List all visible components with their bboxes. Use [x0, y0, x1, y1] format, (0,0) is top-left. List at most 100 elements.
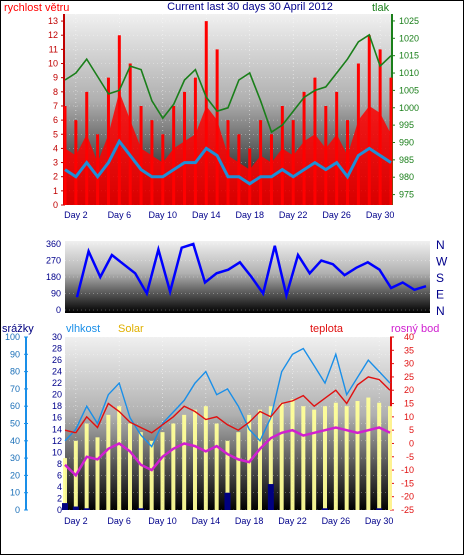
humidity-tick-label: 12 [52, 436, 62, 446]
humidity-tick-label: 30 [52, 332, 62, 342]
panel1-x-tick-label: Day 18 [235, 210, 264, 220]
rain-tick-label: 40 [10, 436, 20, 446]
humidity-tick-label: 10 [52, 447, 62, 457]
pressure-axis-label: tlak [372, 2, 390, 14]
wind-tick-label: 1 [53, 186, 58, 196]
humidity-tick-label: 26 [52, 355, 62, 365]
pressure-tick-label: 985 [399, 155, 414, 165]
compass-tick-label: N [436, 304, 445, 318]
wind-tick-label: 7 [53, 101, 58, 111]
wind-tick-label: 8 [53, 87, 58, 97]
rain-bar [83, 508, 90, 510]
solar-bar [95, 437, 100, 510]
pressure-tick-label: 1000 [399, 103, 419, 113]
humidity-tick-label: 22 [52, 378, 62, 388]
direction-tick-label: 180 [46, 272, 61, 282]
temp-tick-label: 40 [404, 332, 414, 342]
panel1-x-tick-label: Day 2 [64, 210, 88, 220]
rain-bar [322, 508, 328, 510]
solar-bar [290, 399, 295, 510]
rain-tick-label: 20 [10, 470, 20, 480]
rain-tick-label: 80 [10, 367, 20, 377]
rain-tick-label: 10 [10, 488, 20, 498]
compass-tick-label: E [436, 288, 444, 302]
panel1-x-tick-label: Day 14 [192, 210, 221, 220]
temp-tick-label: -20 [401, 492, 414, 502]
panel3-x-tick-label: Day 2 [64, 516, 88, 526]
compass-tick-label: W [436, 255, 448, 269]
rain-tick-label: 70 [10, 384, 20, 394]
temp-tick-label: 0 [409, 438, 414, 448]
solar-bar [171, 423, 176, 510]
solar-bar [182, 414, 187, 510]
solar-bar [214, 423, 219, 510]
temp-tick-label: -10 [401, 465, 414, 475]
temp-tick-label: 10 [404, 412, 414, 422]
compass-tick-label: S [436, 271, 444, 285]
solar-bar [301, 406, 306, 510]
direction-tick-label: 360 [46, 239, 61, 249]
humidity-axis-label: vlhkost [66, 323, 100, 335]
humidity-tick-label: 28 [52, 344, 62, 354]
wind-tick-label: 10 [48, 59, 58, 69]
pressure-tick-label: 990 [399, 137, 414, 147]
rain-bar [267, 484, 274, 510]
rain-tick-label: 30 [10, 453, 20, 463]
solar-bar [149, 440, 154, 510]
solar-bar [312, 409, 317, 510]
solar-bar [63, 458, 67, 510]
humidity-tick-label: 20 [52, 390, 62, 400]
temperature-axis-label: teplota [310, 323, 344, 335]
rain-tick-label: 0 [15, 505, 20, 515]
solar-axis-label: Solar [118, 323, 144, 335]
dewpoint-line [64, 426, 391, 478]
dewpoint-axis-label: rosný bod [391, 323, 439, 335]
wind-tick-label: 3 [53, 158, 58, 168]
wind-speed-area [65, 91, 391, 205]
humidity-tick-label: 24 [52, 367, 62, 377]
solar-bar [203, 406, 208, 510]
direction-tick-label: 270 [46, 256, 61, 266]
rain-tick-label: 50 [10, 419, 20, 429]
humidity-tick-label: 0 [57, 505, 62, 515]
panel1-x-tick-label: Day 26 [322, 210, 351, 220]
temp-tick-label: 25 [404, 372, 414, 382]
direction-tick-label: 0 [56, 305, 61, 315]
pressure-tick-label: 1025 [399, 16, 419, 26]
temperature-line [64, 376, 391, 434]
wind-tick-label: 13 [48, 16, 58, 26]
solar-bar [117, 406, 122, 510]
temp-tick-label: -15 [401, 478, 414, 488]
solar-bar [225, 440, 230, 510]
rain-axis-label: srážky [2, 323, 34, 335]
chart-title: Current last 30 days 30 April 2012 [167, 1, 333, 13]
humidity-tick-label: 4 [57, 482, 62, 492]
wind-tick-label: 0 [53, 200, 58, 210]
solar-bar [160, 432, 165, 510]
solar-bar [106, 414, 111, 510]
wind-tick-label: 11 [49, 44, 58, 54]
rain-bar [376, 508, 383, 510]
humidity-tick-label: 18 [52, 401, 62, 411]
pressure-tick-label: 995 [399, 120, 414, 130]
panel1-x-tick-label: Day 6 [108, 210, 132, 220]
panel3-x-tick-label: Day 14 [192, 516, 221, 526]
solar-bar [128, 423, 132, 510]
panel1-x-tick-label: Day 10 [149, 210, 178, 220]
panel3-x-tick-label: Day 18 [235, 516, 264, 526]
panel1-x-tick-label: Day 30 [366, 210, 395, 220]
rain-tick-label: 60 [10, 401, 20, 411]
solar-bar [344, 406, 349, 510]
solar-bar [377, 402, 382, 510]
solar-bar [333, 402, 338, 510]
wind-direction-line [75, 242, 427, 301]
humidity-tick-label: 14 [52, 424, 62, 434]
rain-bar [62, 503, 68, 510]
solar-bar [138, 432, 143, 510]
solar-bar [236, 432, 241, 510]
direction-tick-label: 90 [51, 289, 61, 299]
temp-tick-label: 20 [404, 385, 414, 395]
wind-average-line [64, 138, 392, 186]
temp-tick-label: 5 [409, 425, 414, 435]
